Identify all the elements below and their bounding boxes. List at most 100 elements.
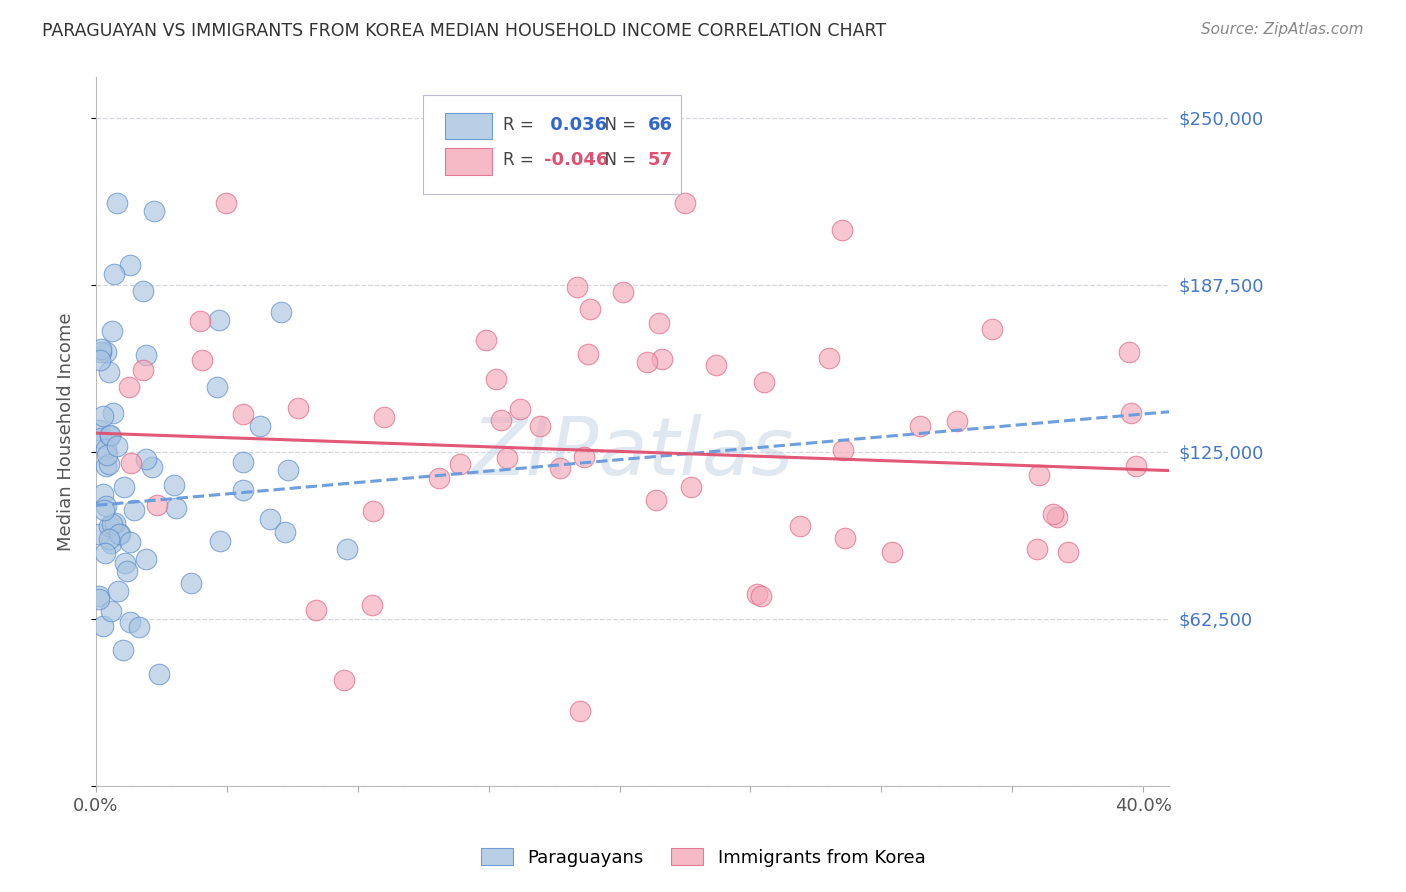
Point	[1125, 458, 1147, 473]
Point	[132, 285, 155, 299]
Point	[232, 483, 254, 498]
Point	[579, 302, 602, 317]
Point	[115, 564, 138, 578]
Point	[141, 459, 163, 474]
Point	[90, 343, 112, 357]
Point	[108, 526, 131, 541]
Point	[118, 535, 141, 549]
Point	[1028, 467, 1050, 482]
Point	[118, 258, 141, 272]
Point	[567, 279, 589, 293]
Point	[232, 455, 254, 469]
Point	[146, 498, 169, 512]
Point	[91, 619, 114, 633]
Point	[333, 673, 356, 687]
Point	[142, 204, 165, 219]
Point	[576, 346, 599, 360]
Text: ZIPatlas: ZIPatlas	[471, 414, 794, 492]
Point	[360, 599, 382, 613]
Point	[818, 351, 841, 366]
Point	[94, 499, 117, 513]
Point	[305, 603, 328, 617]
Point	[107, 584, 129, 599]
Point	[91, 486, 114, 500]
Point	[450, 457, 472, 471]
Text: R =: R =	[503, 152, 538, 169]
Text: N =: N =	[593, 152, 641, 169]
Point	[1046, 510, 1069, 524]
Point	[97, 532, 120, 546]
Point	[908, 418, 931, 433]
Point	[1118, 344, 1140, 359]
Point	[100, 536, 122, 550]
Point	[509, 402, 531, 417]
Point	[94, 442, 117, 456]
Point	[516, 129, 538, 144]
Point	[87, 589, 110, 603]
Point	[612, 285, 634, 300]
Point	[569, 704, 592, 718]
Point	[191, 352, 214, 367]
Text: R =: R =	[503, 116, 538, 134]
Point	[120, 456, 142, 470]
Point	[981, 322, 1004, 336]
Point	[120, 615, 142, 630]
Point	[135, 451, 157, 466]
Point	[945, 414, 967, 428]
Point	[529, 419, 551, 434]
Point	[87, 526, 110, 541]
Point	[90, 431, 112, 445]
Point	[101, 324, 124, 338]
Point	[94, 345, 117, 359]
Point	[114, 556, 136, 570]
Point	[208, 313, 231, 327]
Point	[336, 542, 359, 557]
Point	[111, 642, 134, 657]
Point	[98, 429, 121, 443]
Point	[108, 526, 131, 541]
Point	[98, 365, 121, 379]
Point	[1121, 405, 1143, 419]
Point	[287, 401, 309, 416]
Text: 57: 57	[648, 152, 672, 169]
Point	[104, 516, 127, 531]
Point	[93, 503, 115, 517]
Point	[215, 195, 238, 210]
Point	[90, 345, 112, 359]
Text: -0.046: -0.046	[544, 152, 607, 169]
Point	[101, 406, 124, 420]
Point	[100, 516, 122, 531]
Point	[205, 380, 228, 394]
Point	[832, 443, 855, 458]
Point	[373, 410, 395, 425]
Point	[87, 424, 110, 438]
Point	[100, 604, 122, 618]
FancyBboxPatch shape	[423, 95, 681, 194]
Point	[135, 348, 157, 362]
Point	[232, 407, 254, 421]
Text: 66: 66	[648, 116, 672, 134]
Point	[548, 461, 571, 475]
Point	[165, 501, 187, 516]
Point	[270, 304, 292, 318]
Point	[789, 518, 811, 533]
Point	[132, 363, 155, 377]
Point	[880, 545, 903, 559]
Point	[648, 317, 671, 331]
Point	[489, 413, 512, 427]
Text: Source: ZipAtlas.com: Source: ZipAtlas.com	[1201, 22, 1364, 37]
Point	[105, 196, 128, 211]
Point	[128, 620, 150, 634]
Point	[1025, 541, 1047, 556]
Point	[574, 450, 596, 464]
Legend: Paraguayans, Immigrants from Korea: Paraguayans, Immigrants from Korea	[474, 841, 932, 874]
FancyBboxPatch shape	[444, 113, 492, 139]
Point	[162, 478, 184, 492]
Point	[834, 531, 856, 545]
Point	[1042, 507, 1064, 521]
Point	[484, 372, 506, 386]
Text: PARAGUAYAN VS IMMIGRANTS FROM KOREA MEDIAN HOUSEHOLD INCOME CORRELATION CHART: PARAGUAYAN VS IMMIGRANTS FROM KOREA MEDI…	[42, 22, 886, 40]
Point	[97, 519, 120, 533]
Point	[636, 355, 658, 369]
Point	[87, 591, 110, 606]
